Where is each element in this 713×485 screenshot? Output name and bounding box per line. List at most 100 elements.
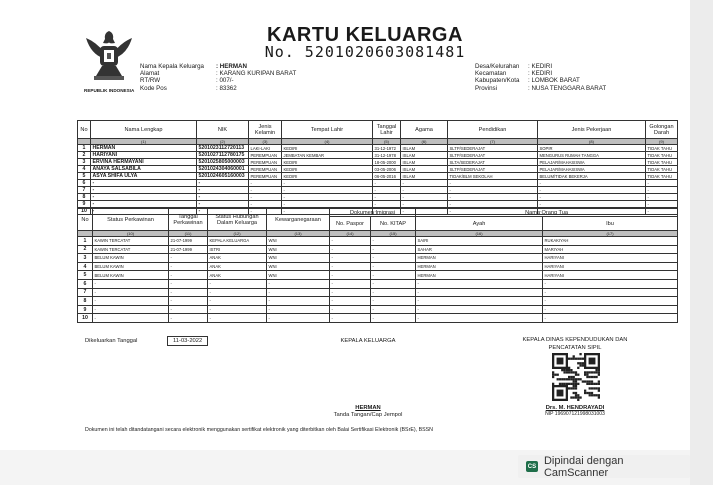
- table-row: 5 BELUM KAWIN - ANAK WNI - - HERMAN HARIYANI: [77, 270, 679, 280]
- table-row: 4 BELUM KAWIN - ANAK WNI - - HERMAN HARIYANI: [77, 261, 679, 272]
- table-cell: WNI: [266, 270, 330, 280]
- col-header: No. KITAP: [369, 216, 417, 231]
- table-cell: PEREMPUAN: [248, 165, 282, 173]
- table-cell: ISLAM: [400, 151, 448, 159]
- table-cell: -: [329, 313, 371, 323]
- table-cell: KEDIRI: [281, 158, 373, 166]
- table-cell: 1: [77, 236, 93, 246]
- col-header: Agama: [400, 120, 448, 139]
- table-cell: -: [415, 296, 544, 306]
- table-cell: -: [400, 186, 448, 194]
- col-header: Tanggal Lahir: [372, 120, 401, 139]
- table-row: 2 HARIYANI 5201027112780175 PEREMPUAN JEMBAT…: [77, 151, 678, 159]
- table-row: 2 KAWIN TERCATAT 21-07-1999 ISTRI WNI - - SAHAR…: [77, 244, 679, 255]
- table-cell: ANAK: [207, 261, 267, 272]
- garuda-emblem-icon: [86, 31, 132, 80]
- table-cell: -: [369, 304, 417, 315]
- col-header: Jenis Pekerjaan: [537, 120, 646, 139]
- camscanner-icon: CS: [526, 461, 538, 472]
- table-cell: -: [447, 186, 538, 194]
- table-cell: 4: [77, 165, 91, 173]
- table-cell: -: [248, 186, 282, 194]
- table-cell: ASYA SHIFA ULYA: [90, 172, 197, 180]
- table-cell: -: [369, 236, 417, 246]
- table-cell: -: [248, 193, 282, 201]
- table-cell: WNI: [266, 244, 330, 255]
- info-label: Alamat: [140, 70, 160, 78]
- col-number: (15): [369, 230, 417, 237]
- table-cell: 4: [77, 261, 93, 272]
- table-cell: 1: [77, 144, 91, 152]
- table-row: 9--------: [77, 304, 679, 315]
- table-cell: 31-12-1978: [372, 151, 401, 159]
- table-cell: 5201025805000003: [196, 158, 249, 166]
- table-cell: -: [92, 287, 169, 298]
- table-cell: -: [645, 200, 678, 208]
- table-cell: SAIRI: [415, 236, 544, 246]
- table-cell: KAWIN TERCATAT: [92, 236, 169, 246]
- table-cell: 7: [77, 287, 93, 298]
- table-row: 7---------: [77, 186, 678, 194]
- table-cell: -: [537, 200, 646, 208]
- table-cell: 18-05-2000: [372, 158, 401, 166]
- table-cell: BELUM KAWIN: [92, 253, 169, 263]
- table-cell: -: [415, 304, 544, 315]
- table-cell: -: [168, 278, 208, 289]
- col-header: Tanggal Perkawinan: [168, 208, 208, 231]
- table-cell: -: [329, 261, 371, 272]
- issued-date: 11-03-2022: [167, 336, 209, 346]
- info-value: : NUSA TENGGARA BARAT: [528, 84, 607, 92]
- table-cell: -: [266, 287, 330, 298]
- table-cell: -: [329, 304, 371, 315]
- table-cell: -: [645, 186, 678, 194]
- table-cell: 2: [77, 151, 91, 159]
- info-label: Nama Kepala Keluarga: [140, 63, 204, 70]
- table-cell: -: [537, 179, 646, 187]
- table-row: 8--------: [77, 296, 679, 306]
- table-cell: -: [207, 313, 267, 323]
- table-cell: HARIYANI: [542, 261, 679, 272]
- table-cell: -: [196, 179, 249, 187]
- head-caption: Tanda Tangan/Cap Jempol: [333, 412, 403, 418]
- table-row: 5 ASYA SHIFA ULYA 5201024605160003 PEREMPUA…: [77, 172, 678, 180]
- table-cell: -: [281, 186, 373, 194]
- col-header: Status Perkawinan: [92, 208, 169, 231]
- info-value: : LOMBOK BARAT: [528, 77, 580, 85]
- table-cell: -: [372, 179, 401, 187]
- table-cell: 5201023112720113: [196, 144, 249, 152]
- table-cell: -: [92, 304, 169, 315]
- table-cell: -: [372, 186, 401, 194]
- info-value: : KEDIRI: [528, 70, 553, 78]
- table-cell: -: [400, 193, 448, 201]
- table-cell: HERMAN: [90, 144, 197, 152]
- table-cell: -: [537, 193, 646, 201]
- table-cell: TIDAK TAHU: [645, 151, 678, 159]
- table-cell: -: [90, 179, 197, 187]
- table-cell: ISLAM: [400, 144, 448, 152]
- table-cell: -: [168, 313, 208, 323]
- table-cell: 8: [77, 193, 91, 201]
- table-cell: -: [168, 261, 208, 272]
- table-cell: 21-07-1999: [168, 244, 208, 255]
- table-cell: KEDIRI: [281, 144, 373, 152]
- table-cell: -: [369, 313, 417, 323]
- table-cell: -: [415, 278, 544, 289]
- table-cell: 31-12-1972: [372, 144, 401, 152]
- info-right-values: : KEDIRI : KEDIRI : LOMBOK BARAT : NUSA …: [528, 63, 606, 92]
- info-value: : KARANG KURIPAN BARAT: [216, 70, 297, 78]
- table-cell: -: [168, 296, 208, 306]
- info-value: : 007/-: [216, 77, 234, 85]
- issued-label: Dikeluarkan Tanggal: [85, 338, 138, 344]
- col-header: No. Paspor: [329, 216, 371, 231]
- official-title: PENCATATAN SIPIL: [548, 345, 602, 351]
- col-header: Pendidikan: [447, 120, 538, 139]
- table-cell: BELUM KAWIN: [92, 270, 169, 280]
- table-cell: -: [207, 296, 267, 306]
- table-cell: HERMAN: [415, 270, 544, 280]
- camscanner-watermark: CS Dipindai dengan CamScanner: [518, 455, 690, 479]
- head-title: KEPALA KELUARGA: [340, 338, 396, 344]
- table-cell: -: [645, 179, 678, 187]
- table-cell: -: [266, 304, 330, 315]
- table-cell: -: [645, 193, 678, 201]
- table-cell: -: [542, 304, 679, 315]
